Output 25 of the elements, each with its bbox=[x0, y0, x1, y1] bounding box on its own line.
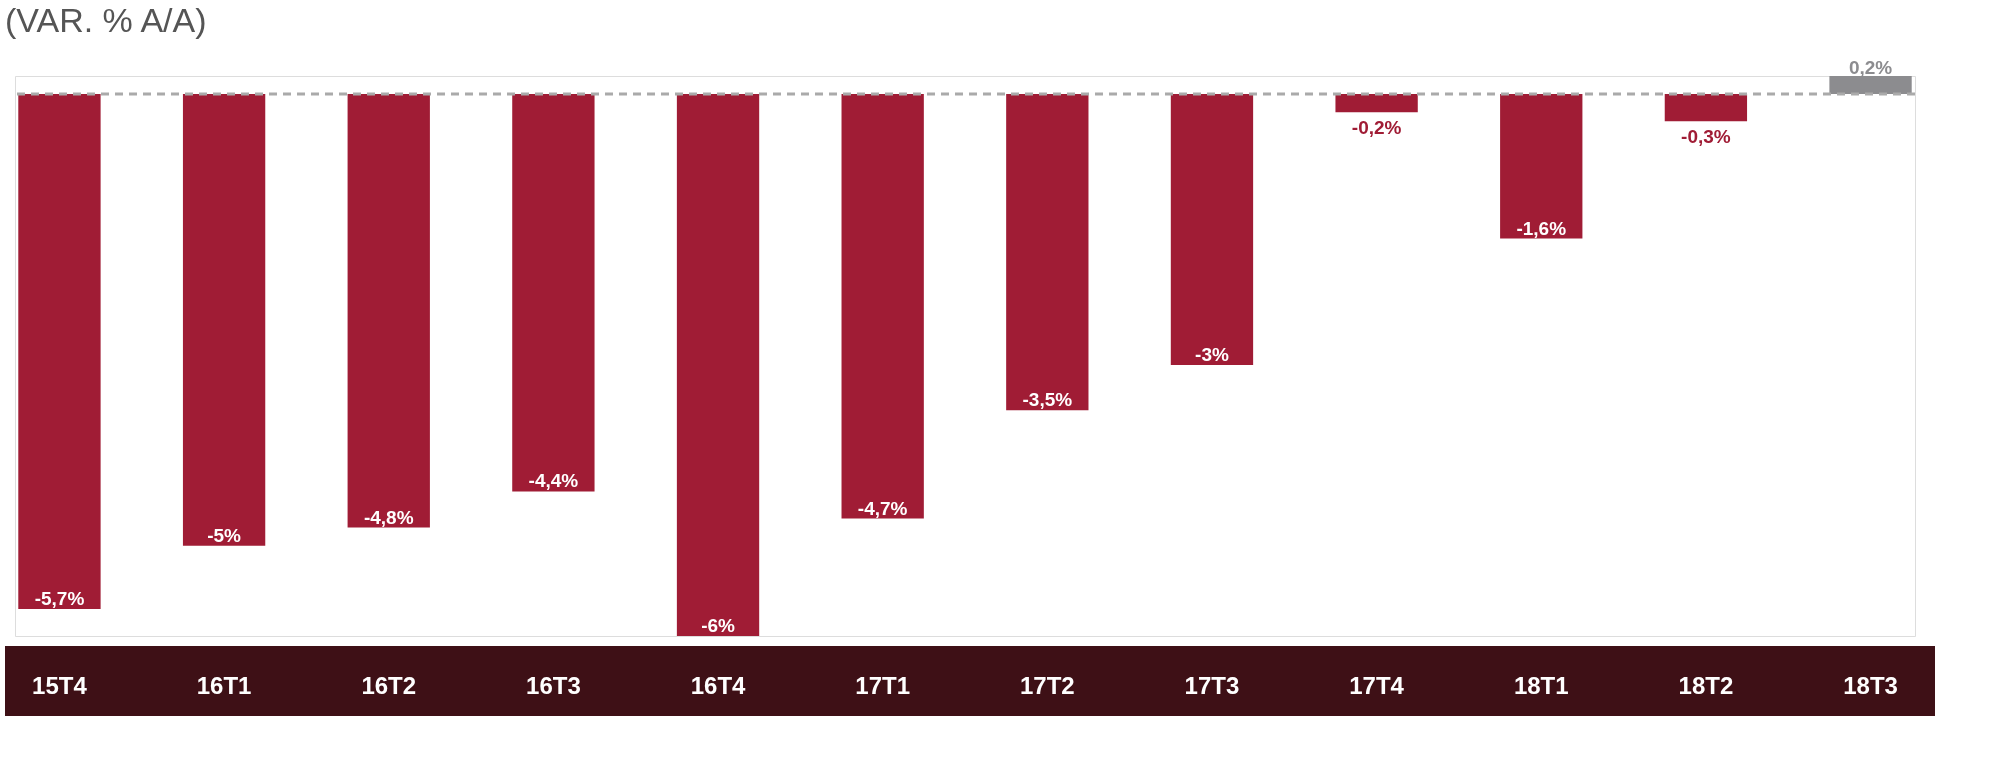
data-label: -5,7% bbox=[34, 587, 85, 609]
x-tick-label: 18T1 bbox=[1513, 671, 1569, 699]
data-label: -1,6% bbox=[1516, 217, 1567, 239]
x-tick-label: 18T3 bbox=[1843, 671, 1898, 699]
data-label: -4,8% bbox=[363, 506, 414, 528]
x-tick-label: 17T2 bbox=[1019, 671, 1075, 699]
data-label: -5% bbox=[207, 524, 242, 546]
data-label: 0,2% bbox=[1848, 57, 1893, 78]
data-label: -4,4% bbox=[528, 470, 579, 492]
x-tick-label: 16T3 bbox=[526, 671, 581, 699]
x-tick-label: 18T2 bbox=[1678, 671, 1734, 699]
x-tick-label: 16T2 bbox=[361, 671, 417, 699]
data-label: -3% bbox=[1195, 344, 1229, 366]
x-tick-label: 16T1 bbox=[196, 671, 252, 699]
data-label: -4,7% bbox=[857, 497, 908, 519]
x-tick-label: 17T1 bbox=[855, 671, 911, 699]
x-tick-label: 16T4 bbox=[690, 671, 747, 699]
x-tick-label: 15T4 bbox=[32, 671, 88, 699]
chart-title: (VAR. % A/A) bbox=[5, 1, 207, 39]
x-tick-label: 17T4 bbox=[1349, 671, 1405, 699]
data-label: -0,2% bbox=[1351, 117, 1402, 139]
data-label: -3,5% bbox=[1022, 389, 1073, 411]
data-label: -0,3% bbox=[1681, 126, 1731, 148]
data-label: -6% bbox=[701, 615, 736, 636]
x-tick-label: 17T3 bbox=[1184, 671, 1240, 699]
